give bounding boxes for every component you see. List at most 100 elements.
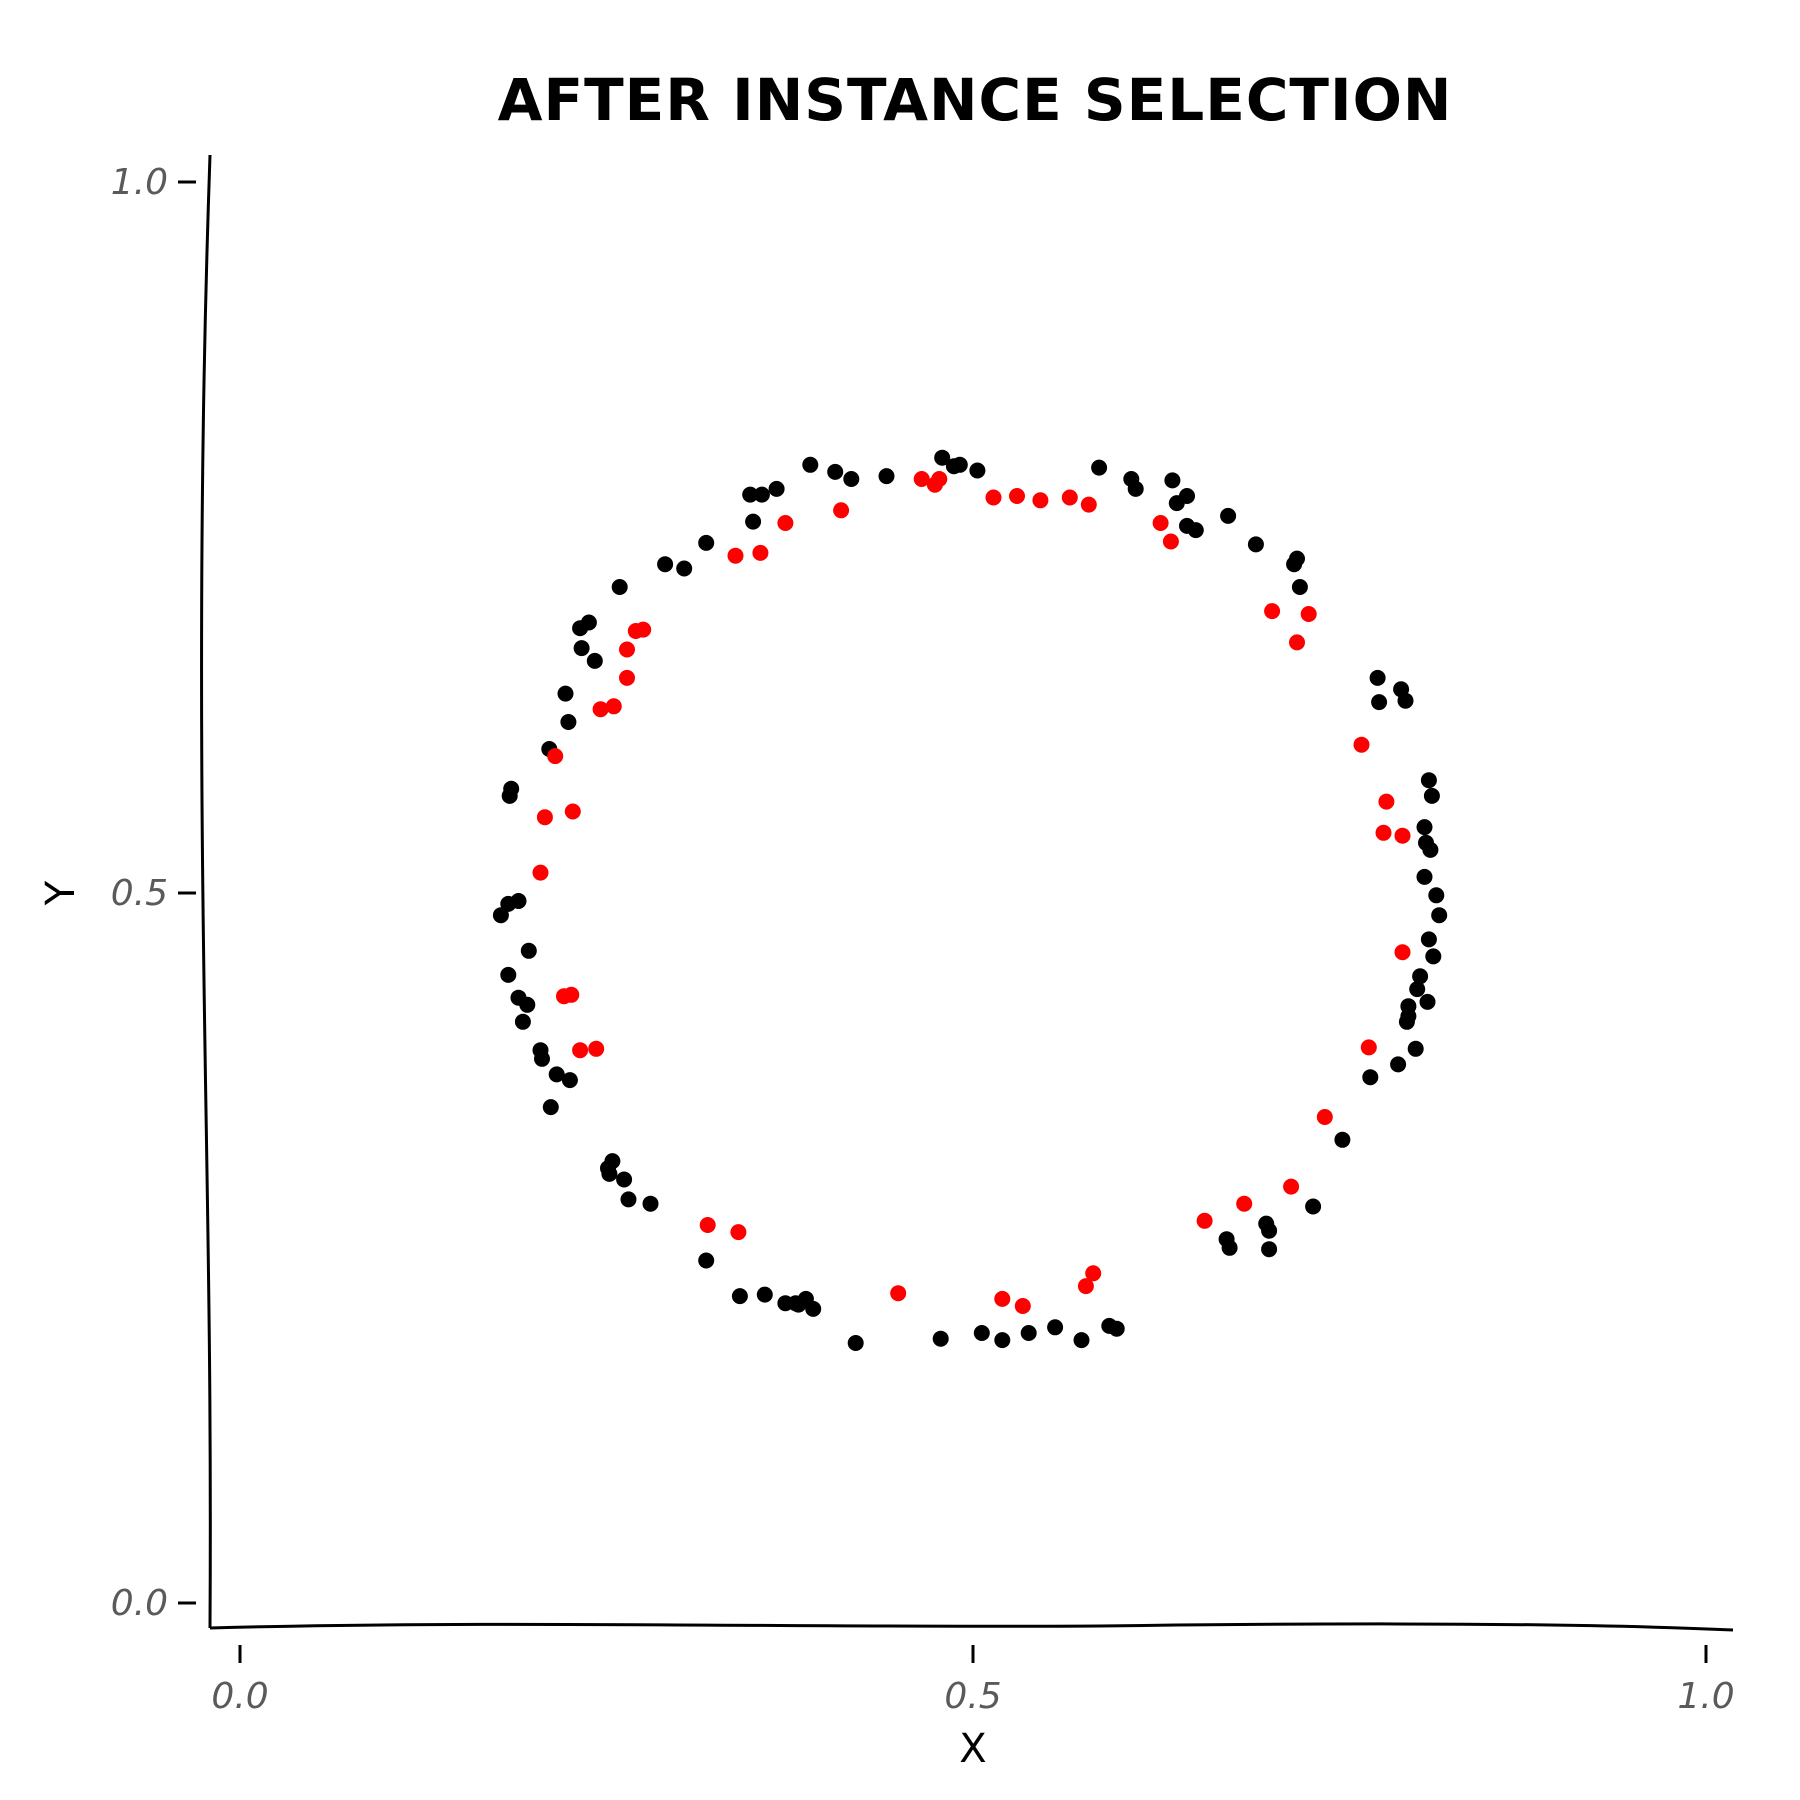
- scatter-point-s1-6: [1061, 489, 1078, 506]
- scatter-point-s0-99: [1187, 522, 1204, 539]
- scatter-point-s0-5: [1423, 787, 1440, 804]
- scatter-point-s0-32: [1073, 1332, 1090, 1349]
- scatter-point-s1-35: [536, 809, 553, 826]
- scatter-point-s0-15: [1409, 981, 1426, 998]
- scatter-point-s0-37: [932, 1330, 949, 1347]
- scatter-point-s1-16: [1394, 827, 1411, 844]
- scatter-point-s0-22: [1362, 1069, 1379, 1086]
- scatter-point-s0-84: [827, 463, 844, 480]
- scatter-point-s0-100: [1247, 536, 1264, 553]
- scatter-point-s1-0: [913, 471, 930, 487]
- scatter-point-s1-46: [777, 515, 794, 531]
- scatter-point-s0-90: [969, 462, 986, 479]
- scatter-point-s0-85: [843, 471, 860, 487]
- scatter-point-s1-26: [994, 1290, 1011, 1307]
- scatter-point-s0-35: [994, 1332, 1011, 1349]
- y-tick-label-0: 0.0: [111, 1583, 168, 1624]
- y-tick-group: 0.0 0.5 1.0: [111, 162, 196, 1624]
- scatter-point-s0-65: [510, 893, 527, 909]
- scatter-point-s1-43: [635, 621, 652, 638]
- scatter-point-s1-34: [532, 864, 549, 881]
- scatter-point-s1-15: [1375, 824, 1392, 841]
- scatter-point-s0-21: [1390, 1056, 1407, 1073]
- x-tick-label-2: 1.0: [1677, 1676, 1734, 1717]
- scatter-point-s1-5: [1032, 492, 1049, 509]
- scatter-point-s0-48: [620, 1191, 637, 1208]
- scatter-point-s0-57: [532, 1042, 549, 1059]
- scatter-point-s0-87: [934, 449, 951, 466]
- scatter-point-s0-6: [1416, 819, 1433, 836]
- scatter-point-s1-38: [592, 701, 609, 718]
- scatter-point-s0-60: [510, 989, 527, 1006]
- scatter-point-s1-23: [1085, 1265, 1102, 1282]
- scatter-point-s1-17: [1394, 944, 1411, 961]
- chart-title: AFTER INSTANCE SELECTION: [498, 66, 1453, 134]
- scatter-point-s0-4: [1420, 772, 1437, 789]
- scatter-point-s0-58: [514, 1013, 531, 1030]
- scatter-point-s0-89: [951, 456, 968, 473]
- scatter-point-s0-9: [1416, 868, 1433, 885]
- scatter-point-s0-71: [586, 652, 603, 669]
- scatter-point-s1-7: [1080, 496, 1097, 513]
- scatter-point-s1-47: [833, 502, 850, 519]
- scatter-point-s0-80: [742, 486, 759, 503]
- scatter-point-s0-78: [698, 534, 715, 551]
- scatter-point-s0-86: [878, 468, 895, 485]
- y-axis-line: [200, 154, 212, 1629]
- scatter-point-s0-67: [503, 780, 520, 797]
- scatter-point-s1-14: [1378, 793, 1395, 810]
- x-tick-label-0: 0.0: [211, 1676, 268, 1717]
- scatter-point-s0-76: [657, 556, 674, 573]
- scatter-point-s0-16: [1419, 993, 1436, 1010]
- scatter-point-s1-25: [1014, 1298, 1031, 1314]
- scatter-point-s0-43: [777, 1295, 794, 1312]
- scatter-point-s1-12: [1289, 634, 1305, 651]
- scatter-point-s0-44: [756, 1286, 773, 1303]
- scatter-point-s1-19: [1316, 1109, 1333, 1125]
- scatter-point-s0-79: [745, 513, 762, 530]
- scatter-point-s1-37: [547, 748, 564, 765]
- scatter-point-s0-70: [557, 685, 574, 702]
- scatter-point-s0-26: [1261, 1222, 1278, 1239]
- scatter-point-s0-36: [973, 1325, 990, 1341]
- scatter-point-s0-10: [1428, 887, 1445, 904]
- scatter-point-s1-44: [727, 547, 744, 564]
- scatter-point-s1-10: [1264, 603, 1281, 620]
- y-axis-label: Y: [38, 880, 84, 906]
- scatter-point-s1-39: [605, 698, 622, 715]
- scatter-point-s0-91: [1091, 459, 1108, 476]
- scatter-point-s0-62: [520, 942, 537, 959]
- scatter-point-s0-34: [1020, 1325, 1037, 1341]
- scatter-point-s1-4: [1009, 488, 1025, 504]
- scatter-point-s0-52: [604, 1153, 621, 1170]
- scatter-point-s0-77: [676, 560, 693, 577]
- scatter-point-s1-2: [931, 471, 948, 487]
- scatter-point-s0-63: [492, 907, 509, 924]
- y-tick-label-1: 0.5: [111, 873, 168, 914]
- scatter-point-s1-13: [1353, 736, 1370, 753]
- scatter-point-s0-53: [542, 1099, 559, 1116]
- scatter-point-s0-97: [1220, 507, 1237, 524]
- scatter-point-s0-55: [548, 1066, 565, 1083]
- scatter-point-s0-75: [611, 579, 628, 595]
- scatter-point-s1-30: [572, 1042, 589, 1059]
- scatter-point-s0-69: [560, 714, 577, 730]
- scatter-point-s0-72: [573, 640, 590, 657]
- scatter-point-s0-49: [616, 1171, 633, 1188]
- scatter-point-s0-45: [731, 1288, 748, 1305]
- scatter-point-s0-33: [1047, 1319, 1064, 1336]
- scatter-point-s0-0: [1371, 694, 1388, 711]
- scatter-point-s0-103: [1291, 579, 1308, 595]
- scatter-point-s0-96: [1179, 488, 1195, 504]
- scatter-point-s0-19: [1398, 1013, 1415, 1030]
- scatter-point-s0-27: [1261, 1241, 1278, 1258]
- scatter-point-s0-31: [1108, 1320, 1125, 1337]
- scatter-point-s1-21: [1236, 1195, 1253, 1212]
- scatter-point-s1-31: [588, 1040, 605, 1057]
- x-axis-line: [209, 1622, 1734, 1632]
- scatter-point-s0-46: [698, 1252, 715, 1269]
- scatter-point-s0-12: [1420, 931, 1437, 948]
- scatter-point-s0-3: [1397, 692, 1414, 709]
- x-tick-label-1: 0.5: [944, 1676, 1001, 1717]
- scatter-point-s0-38: [847, 1335, 864, 1351]
